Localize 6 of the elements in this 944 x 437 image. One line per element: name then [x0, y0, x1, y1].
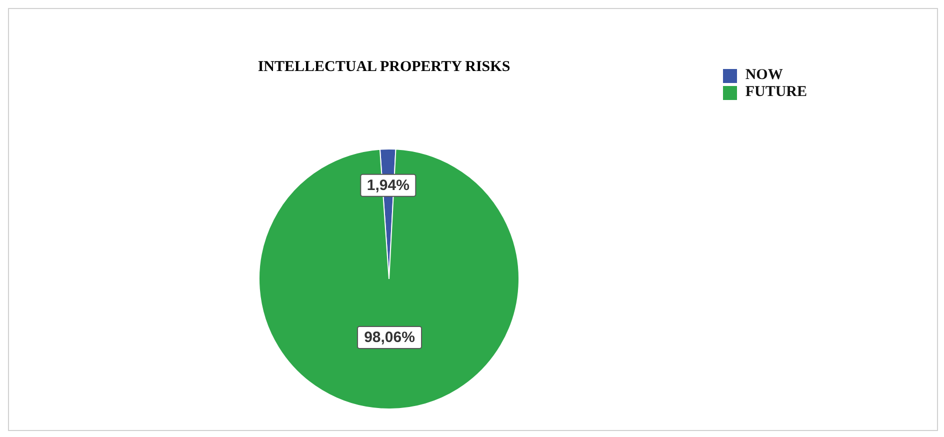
data-label: 1,94% [366, 176, 410, 194]
chart-title: INTELLECTUAL PROPERTY RISKS [256, 59, 512, 76]
legend-label: FUTURE [745, 84, 807, 101]
pie-slice [258, 148, 520, 410]
data-label: 98,06% [364, 329, 415, 346]
legend-label: NOW [745, 67, 783, 84]
